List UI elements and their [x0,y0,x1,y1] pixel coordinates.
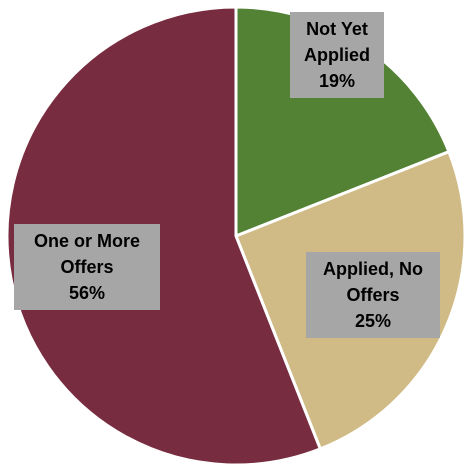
data-label-line: Applied, No [323,259,423,279]
data-label-one-or-more-offers: One or More Offers 56% [14,224,160,310]
data-label-line: Applied [304,45,370,65]
data-label-not-yet-applied: Not Yet Applied 19% [290,12,384,98]
data-label-percent: 56% [68,283,106,303]
data-label-line: One or More [33,231,140,251]
data-label-line: Not Yet [306,19,368,39]
data-label-percent: 25% [354,311,392,331]
data-label-percent: 19% [318,71,356,91]
data-label-line: Offers [60,257,114,277]
data-label-applied-no-offers: Applied, No Offers 25% [306,252,440,338]
slice-one-or-more-offers [5,5,322,467]
data-label-line: Offers [346,285,400,305]
